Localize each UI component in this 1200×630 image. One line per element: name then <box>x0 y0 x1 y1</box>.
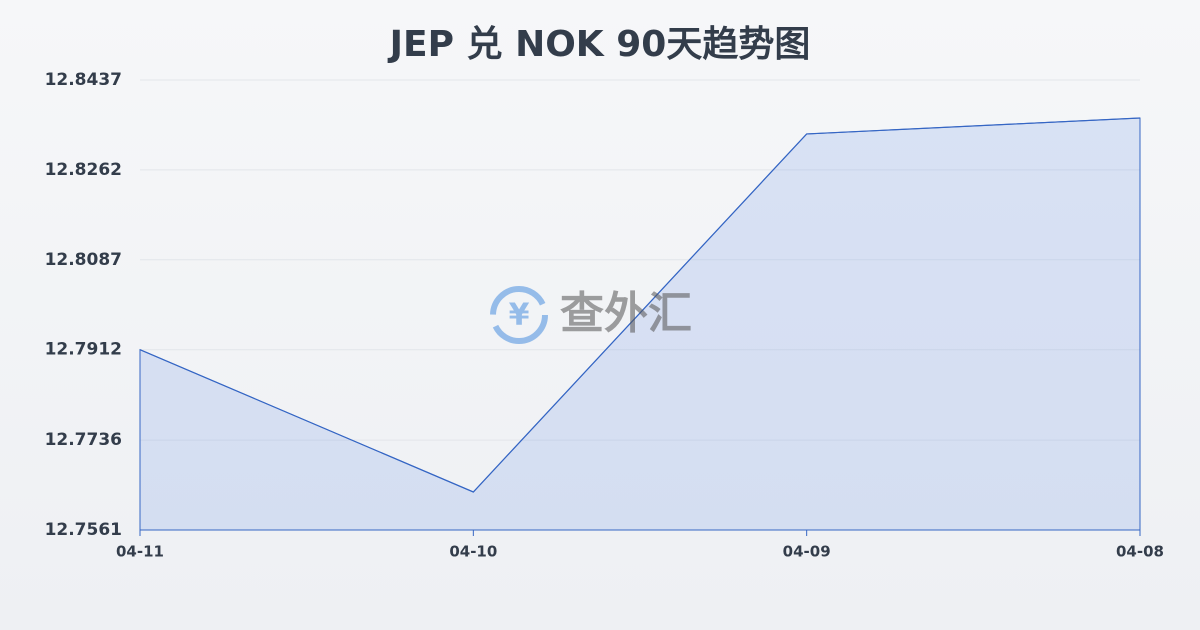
y-tick-label: 12.8262 <box>45 160 122 180</box>
y-tick-label: 12.7561 <box>45 520 122 540</box>
watermark-text: 查外汇 <box>560 288 692 339</box>
y-tick-label: 12.7912 <box>45 340 122 360</box>
watermark: ¥ 查外汇 <box>490 286 692 344</box>
y-tick-label: 12.8437 <box>45 70 122 90</box>
y-tick-label: 12.8087 <box>45 250 122 270</box>
watermark-icon <box>490 286 548 344</box>
x-tick-label: 04-09 <box>783 543 831 561</box>
watermark-icon-glyph: ¥ <box>509 298 530 333</box>
line <box>139 117 1141 493</box>
y-tick-label: 12.7736 <box>45 430 122 450</box>
x-tick-label: 04-10 <box>449 543 497 561</box>
x-tick-label: 04-08 <box>1116 543 1164 561</box>
plot: 12.7561 12.7736 12.7912 12.8087 12.8262 12.84… <box>45 70 1164 561</box>
x-tick-label: 04-11 <box>116 543 164 561</box>
chart-title: JEP 兑 NOK 90天趋势图 <box>387 24 811 65</box>
